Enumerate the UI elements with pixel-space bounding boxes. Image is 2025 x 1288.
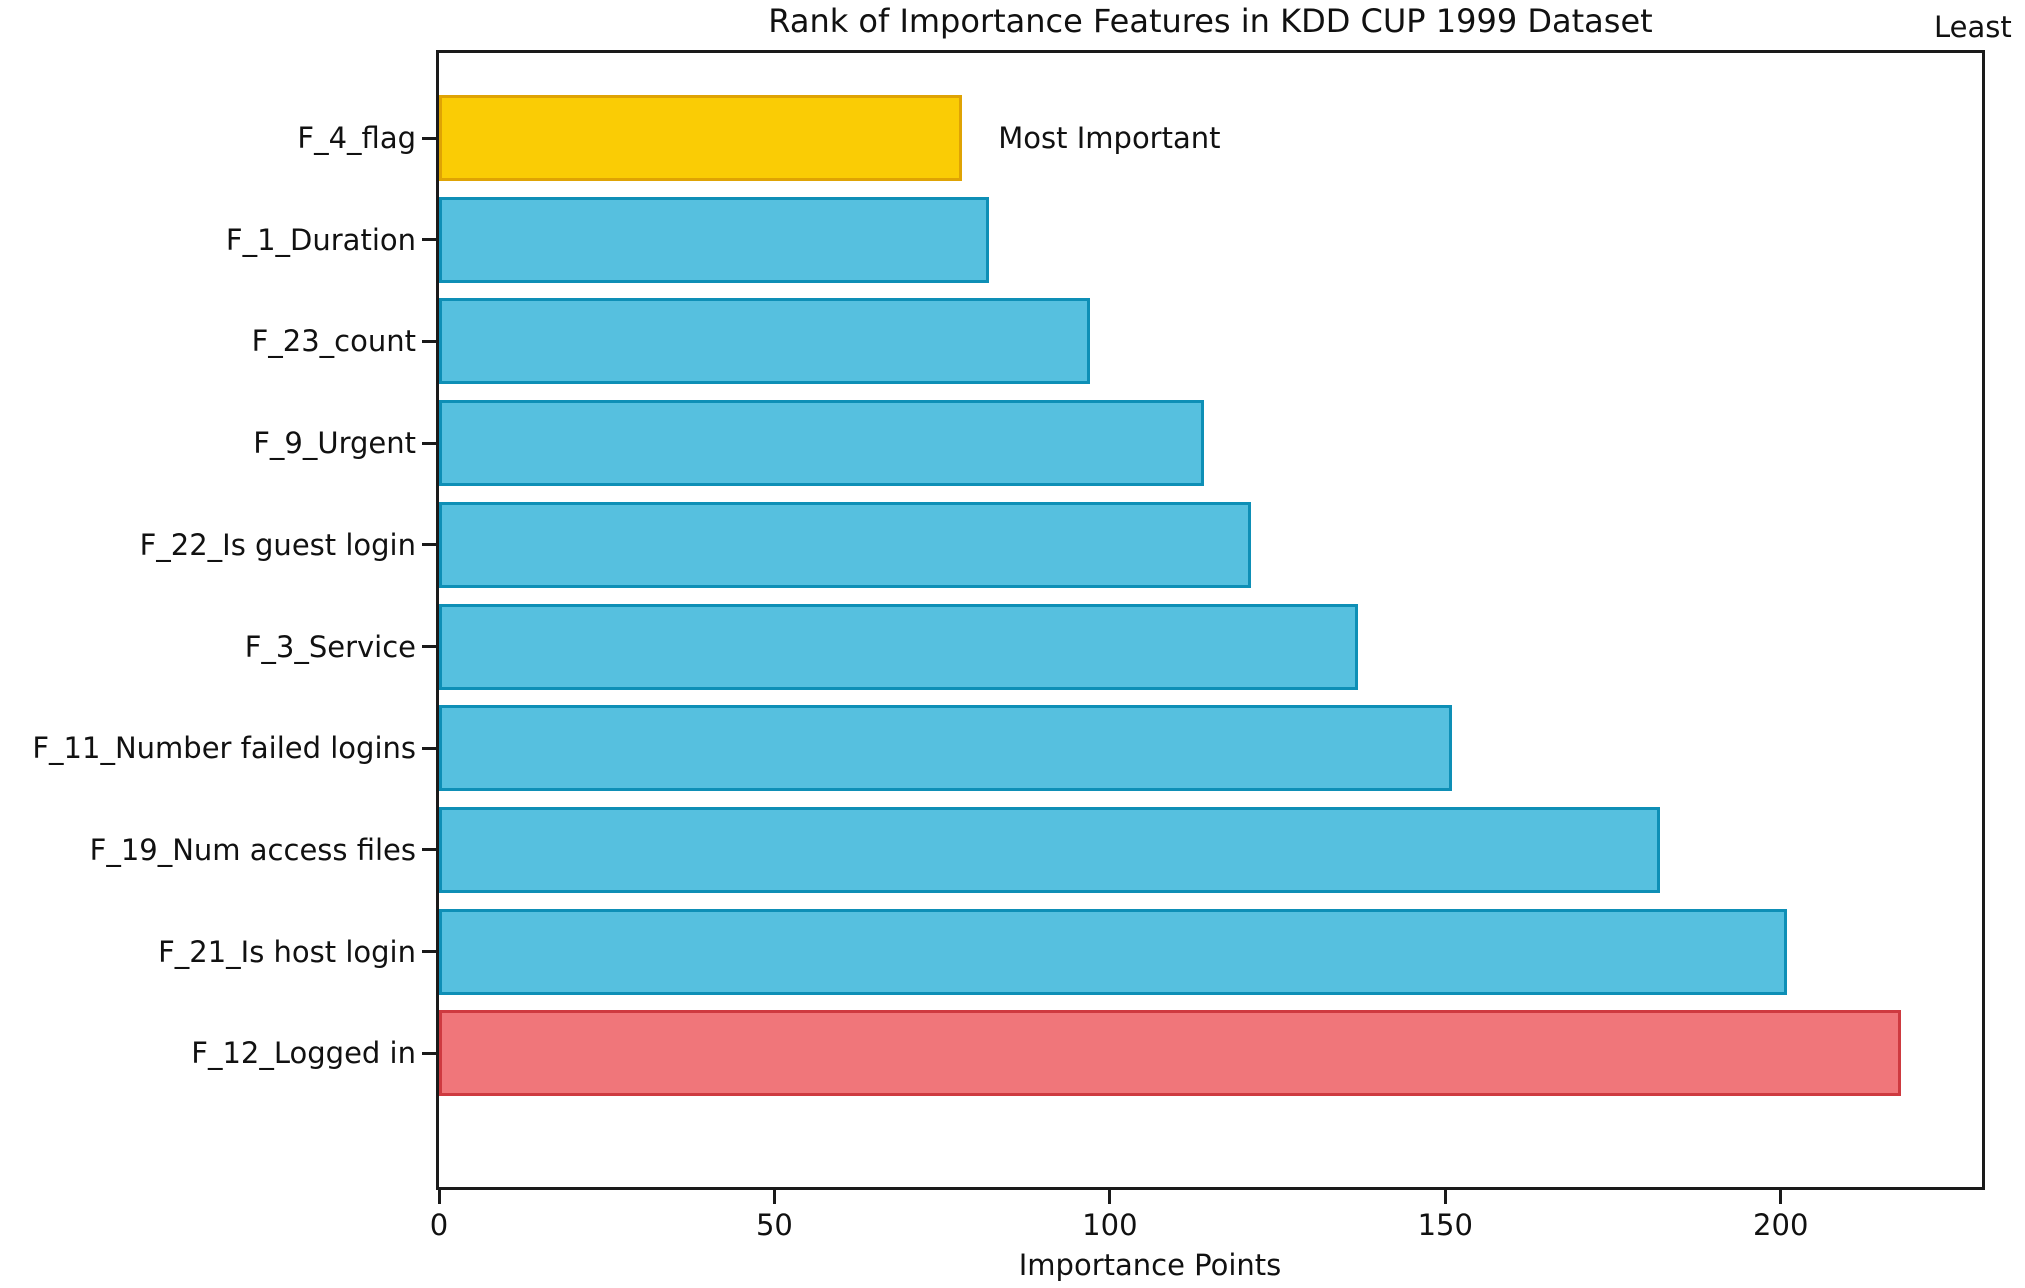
plot-area: Most Important [436, 50, 1985, 1190]
y-axis-label-f-21-is-host-login: F_21_Is host login [158, 934, 416, 969]
x-tick-label-50: 50 [755, 1208, 793, 1242]
bar-f-9-urgent [439, 400, 1204, 487]
y-tick-f-3-service [422, 645, 436, 648]
bar-f-22-is-guest-login [439, 501, 1251, 588]
y-axis-label-f-1-duration: F_1_Duration [225, 222, 416, 257]
bar-f-4-flag [439, 95, 963, 181]
x-tick-label-200: 200 [1753, 1208, 1809, 1242]
bar-f-1-duration [439, 196, 990, 283]
y-axis-label-f-9-urgent: F_9_Urgent [253, 426, 416, 461]
y-tick-f-21-is-host-login [422, 950, 436, 954]
x-tick-mark-200 [1779, 1190, 1783, 1204]
bar-f-21-is-host-login [439, 908, 1788, 995]
y-axis-label-f-19-num-access-files: F_19_Num access files [89, 832, 416, 867]
x-tick-label-100: 100 [1082, 1208, 1138, 1242]
bar-f-19-num-access-files [439, 806, 1660, 893]
y-tick-f-22-is-guest-login [422, 543, 436, 547]
y-tick-f-4-flag [422, 136, 436, 140]
chart-title: Rank of Importance Features in KDD CUP 1… [768, 2, 1653, 40]
y-axis-label-f-23-count: F_23_count [251, 324, 416, 359]
x-tick-label-150: 150 [1417, 1208, 1473, 1242]
y-tick-f-19-num-access-files [422, 848, 436, 852]
y-axis-label-f-4-flag: F_4_flag [297, 121, 416, 155]
y-axis-label-f-3-service: F_3_Service [244, 629, 416, 664]
x-axis-title: Importance Points [1018, 1248, 1282, 1282]
y-tick-f-23-count [422, 339, 436, 343]
most-important-annotation: Most Important [998, 121, 1221, 155]
y-axis-label-f-12-logged-in: F_12_Logged in [191, 1036, 416, 1071]
bar-f-23-count [439, 298, 1090, 385]
bar-f-11-number-failed-logins [439, 705, 1452, 792]
y-tick-f-11-number-failed-logins [422, 746, 436, 750]
least-important-annotation: Least [1934, 10, 2012, 44]
x-tick-mark-150 [1443, 1190, 1447, 1204]
x-tick-mark-0 [437, 1190, 441, 1204]
y-axis-label-f-11-number-failed-logins: F_11_Number failed logins [32, 731, 416, 766]
x-tick-mark-50 [772, 1190, 776, 1204]
bar-f-12-logged-in [439, 1010, 1902, 1097]
bar-f-3-service [439, 603, 1359, 690]
x-tick-mark-100 [1108, 1190, 1112, 1204]
y-tick-f-1-duration [422, 238, 436, 242]
y-tick-f-9-urgent [422, 441, 436, 445]
y-tick-f-12-logged-in [422, 1051, 436, 1055]
y-axis-label-f-22-is-guest-login: F_22_Is guest login [139, 527, 416, 562]
x-tick-label-0: 0 [429, 1208, 449, 1242]
